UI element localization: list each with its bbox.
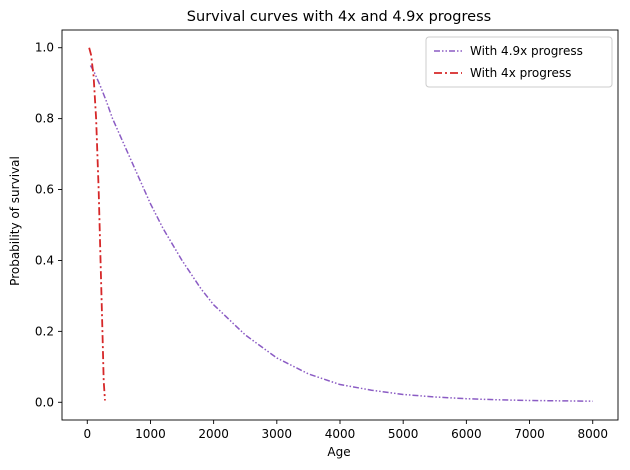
series-layer (88, 47, 593, 402)
x-tick-label: 2000 (198, 427, 229, 441)
x-axis-label: Age (327, 445, 350, 459)
x-tick-label: 7000 (514, 427, 545, 441)
y-tick-label: 0.6 (35, 183, 54, 197)
legend-box (425, 36, 613, 88)
y-tick-label: 1.0 (35, 41, 54, 55)
chart-title: Survival curves with 4x and 4.9x progres… (187, 9, 491, 25)
y-tick-label: 0.0 (35, 395, 54, 409)
y-tick-label: 0.8 (35, 112, 54, 126)
x-tick-label: 3000 (262, 427, 293, 441)
x-axis-ticks: 0 1000 2000 3000 4000 5000 6000 7000 8000 (83, 420, 608, 441)
plot-frame (61, 29, 619, 421)
x-tick-label: 6000 (451, 427, 482, 441)
x-tick-label: 0 (83, 427, 91, 441)
plot-area (61, 29, 619, 421)
x-tick-label: 8000 (577, 427, 608, 441)
y-axis-ticks: 0.0 0.2 0.4 0.6 0.8 1.0 (35, 41, 62, 409)
x-tick-label: 1000 (135, 427, 166, 441)
x-tick-label: 5000 (388, 427, 419, 441)
legend-label: With 4.9x progress (470, 44, 583, 58)
legend: With 4.9x progress With 4x progress (425, 36, 613, 88)
y-tick-label: 0.4 (35, 253, 54, 267)
y-axis-label: Probability of survival (8, 156, 22, 286)
legend-label: With 4x progress (470, 66, 571, 80)
series-line-1 (89, 65, 593, 402)
x-tick-label: 4000 (325, 427, 356, 441)
y-tick-label: 0.2 (35, 324, 54, 338)
